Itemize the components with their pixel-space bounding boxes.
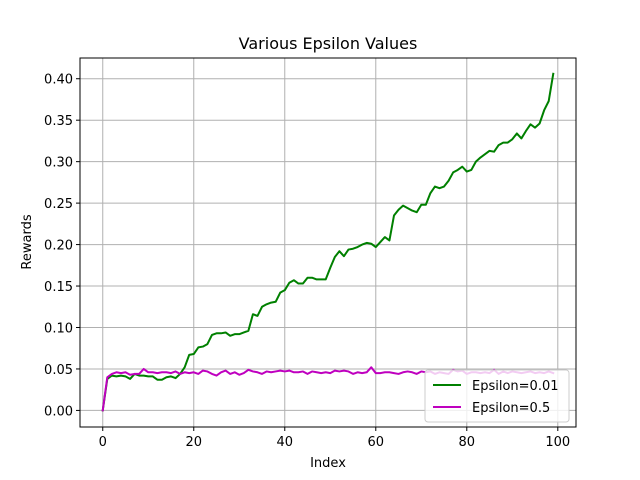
x-tick-label: 0: [99, 435, 107, 450]
y-tick-label: 0.05: [44, 363, 73, 378]
y-tick-label: 0.35: [44, 114, 73, 129]
series-line-epsilon-0.01: [101, 72, 555, 412]
y-tick-label: 0.25: [44, 197, 73, 212]
grid-lines: [80, 58, 576, 427]
x-axis-label: Index: [310, 456, 346, 471]
axis-ticks: 0 20 40 60 80 100 0.00 0.05 0.10 0.15 0.20 0.25 0.30…: [44, 73, 570, 450]
x-tick-label: 40: [276, 435, 293, 450]
chart-title: Various Epsilon Values: [239, 34, 418, 53]
x-tick-label: 60: [368, 435, 385, 450]
x-tick-label: 20: [185, 435, 202, 450]
x-tick-label: 100: [545, 435, 570, 450]
y-tick-label: 0.20: [44, 239, 73, 254]
y-tick-label: 0.15: [44, 280, 73, 295]
y-tick-label: 0.10: [44, 321, 73, 336]
legend-label-epsilon-0.5: Epsilon=0.5: [472, 401, 550, 416]
y-tick-label: 0.00: [44, 404, 73, 419]
x-tick-label: 80: [459, 435, 476, 450]
plot-frame: [79, 57, 577, 428]
legend-label-epsilon-0.01: Epsilon=0.01: [472, 379, 559, 394]
legend-box: [424, 369, 570, 423]
legend: Epsilon=0.01 Epsilon=0.5: [424, 369, 570, 423]
y-axis-label: Rewards: [20, 214, 35, 269]
y-tick-label: 0.40: [44, 73, 73, 88]
y-tick-label: 0.30: [44, 156, 73, 171]
